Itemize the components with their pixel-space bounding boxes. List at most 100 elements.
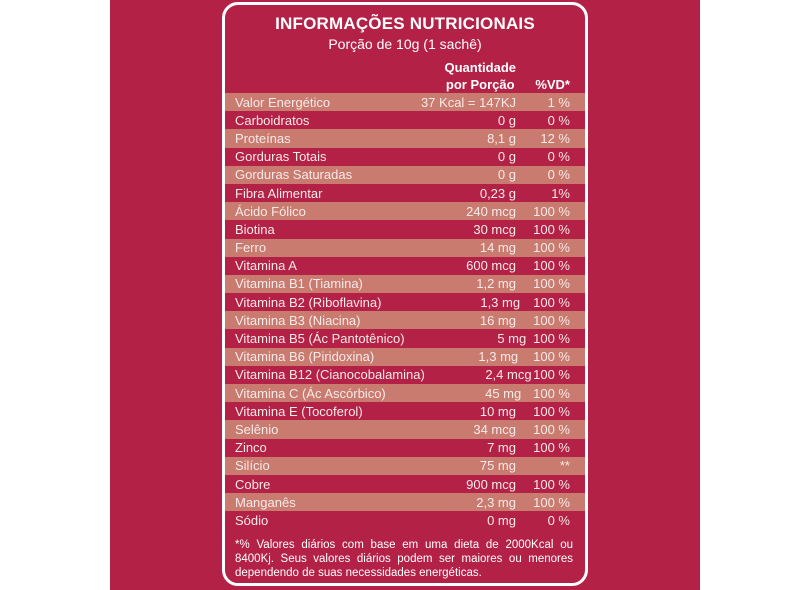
nutrient-daily-value: 100 %: [533, 331, 570, 347]
nutrient-daily-value: 100 %: [533, 440, 570, 456]
table-row: Vitamina B2 (Riboflavina) 1,3 mg 100 %: [225, 293, 585, 311]
nutrient-daily-value: 0 %: [547, 512, 570, 528]
nutrient-daily-value: 100 %: [533, 312, 570, 328]
nutrient-daily-value: 100 %: [533, 403, 570, 419]
nutrient-quantity: 45 mg: [485, 385, 522, 401]
panel-title: INFORMAÇÕES NUTRICIONAIS: [275, 14, 535, 33]
table-row: Cobre 900 mcg 100 %: [225, 475, 585, 493]
table-row: Vitamina A 600 mcg 100 %: [225, 257, 585, 275]
nutrient-daily-value: 100 %: [533, 221, 570, 237]
nutrient-quantity: 14 mg: [479, 240, 516, 256]
nutrient-quantity: 5 mg: [497, 331, 527, 347]
nutrient-quantity: 1,2 mg: [476, 276, 516, 292]
nutrient-name: Cobre: [235, 476, 271, 492]
nutrient-name: Silício: [235, 458, 270, 474]
nutrition-table: Valor Energético 37 Kcal = 147KJ 1 % Carboi…: [225, 93, 585, 530]
nutrient-name: Vitamina C (Ác Ascórbico): [235, 385, 386, 401]
nutrient-quantity: 2,4 mcg: [485, 367, 532, 383]
nutrient-quantity: 7 mg: [487, 440, 516, 456]
nutrient-name: Vitamina B3 (Niacina): [235, 312, 361, 328]
nutrient-name: Vitamina B6 (Piridoxina): [235, 349, 375, 365]
table-row: Ferro 14 mg 100 %: [225, 238, 585, 257]
nutrient-daily-value: 0 %: [547, 167, 570, 183]
dv-column-header: %VD*: [535, 77, 570, 92]
table-row: Proteínas 8,1 g 12 %: [225, 129, 585, 148]
nutrient-quantity: 2,3 mg: [476, 494, 516, 510]
table-row: Carboidratos 0 g 0 %: [225, 111, 585, 129]
nutrient-daily-value: 100 %: [533, 203, 570, 219]
nutrient-name: Carboidratos: [235, 112, 310, 128]
nutrient-daily-value: 100 %: [533, 240, 570, 256]
nutrient-quantity: 34 mcg: [473, 421, 516, 437]
table-row: Biotina 30 mcg 100 %: [225, 220, 585, 238]
nutrient-name: Biotina: [235, 221, 275, 237]
nutrient-daily-value: 100 %: [533, 258, 570, 274]
table-row: Manganês 2,3 mg 100 %: [225, 493, 585, 512]
table-row: Fibra Alimentar 0,23 g 1%: [225, 184, 585, 202]
nutrient-quantity: 0 g: [497, 167, 516, 183]
nutrient-name: Vitamina A: [235, 258, 297, 274]
table-row: Selênio 34 mcg 100 %: [225, 420, 585, 439]
quantity-column-header-line1: Quantidade: [444, 60, 516, 75]
table-row: Sódio 0 mg 0 %: [225, 511, 585, 529]
nutrient-name: Vitamina B5 (Ác Pantotênico): [235, 331, 405, 347]
nutrient-daily-value: 100 %: [533, 494, 570, 510]
nutrient-daily-value: 100 %: [533, 367, 570, 383]
nutrient-quantity: 75 mg: [479, 458, 516, 474]
nutrient-name: Vitamina B12 (Cianocobalamina): [235, 367, 425, 383]
daily-values-footnote: *% Valores diários com base em uma dieta…: [235, 538, 573, 579]
nutrient-name: Vitamina E (Tocoferol): [235, 403, 363, 419]
nutrient-quantity: 240 mcg: [466, 203, 516, 219]
table-row: Zinco 7 mg 100 %: [225, 439, 585, 457]
nutrient-daily-value: 12 %: [540, 130, 570, 146]
table-row: Gorduras Totais 0 g 0 %: [225, 148, 585, 166]
nutrient-daily-value: 0 %: [547, 112, 570, 128]
table-row: Vitamina E (Tocoferol) 10 mg 100 %: [225, 402, 585, 420]
nutrient-quantity: 600 mcg: [466, 258, 516, 274]
nutrient-quantity: 0 g: [497, 149, 516, 165]
nutrient-quantity: 16 mg: [479, 312, 516, 328]
column-headers: Quantidade por Porção %VD*: [225, 59, 585, 93]
nutrient-quantity: 1,3 mg: [480, 294, 521, 310]
nutrient-name: Vitamina B2 (Riboflavina): [235, 294, 382, 310]
nutrient-quantity: 0,23 g: [479, 185, 516, 201]
quantity-column-header-line2: por Porção: [445, 77, 515, 92]
nutrient-daily-value: 100 %: [533, 294, 570, 310]
nutrient-quantity: 37 Kcal = 147KJ: [420, 94, 516, 110]
table-row: Vitamina B6 (Piridoxina) 1,3 mg 100 %: [225, 347, 585, 366]
nutrient-daily-value: 1 %: [547, 94, 570, 110]
nutrient-name: Ferro: [235, 240, 267, 256]
nutrient-daily-value: 1%: [551, 185, 570, 201]
nutrient-name: Vitamina B1 (Tiamina): [235, 276, 363, 292]
nutrient-quantity: 0 g: [497, 112, 516, 128]
nutrient-daily-value: 100 %: [533, 476, 570, 492]
nutrient-daily-value: **: [559, 458, 570, 474]
nutrient-quantity: 8,1 g: [487, 130, 516, 146]
nutrient-daily-value: 100 %: [533, 385, 570, 401]
quantity-column-header: Quantidade por Porção: [444, 59, 516, 93]
table-row: Vitamina B1 (Tiamina) 1,2 mg 100 %: [225, 274, 585, 294]
nutrient-name: Sódio: [235, 512, 269, 528]
nutrient-daily-value: 0 %: [547, 149, 570, 165]
label-red-background: INFORMAÇÕES NUTRICIONAIS Porção de 10g (…: [110, 0, 700, 590]
nutrient-daily-value: 100 %: [533, 349, 570, 365]
table-row: Vitamina C (Ác Ascórbico) 45 mg 100 %: [225, 384, 585, 403]
nutrient-name: Zinco: [235, 440, 267, 456]
table-row: Valor Energético 37 Kcal = 147KJ 1 %: [225, 93, 585, 112]
nutrient-quantity: 1,3 mg: [478, 349, 519, 365]
nutrient-name: Ácido Fólico: [235, 203, 306, 219]
nutrient-name: Gorduras Saturadas: [235, 167, 353, 183]
nutrient-quantity: 0 mg: [487, 512, 516, 528]
nutrient-daily-value: 100 %: [533, 276, 570, 292]
nutrient-quantity: 30 mcg: [473, 221, 516, 237]
nutrient-quantity: 10 mg: [479, 403, 516, 419]
nutrient-daily-value: 100 %: [533, 421, 570, 437]
nutrient-quantity: 900 mcg: [466, 476, 516, 492]
table-row: Vitamina B12 (Cianocobalamina) 2,4 mcg 100…: [225, 366, 585, 384]
nutrient-name: Gorduras Totais: [235, 149, 327, 165]
nutrient-name: Manganês: [235, 494, 296, 510]
table-row: Gorduras Saturadas 0 g 0 %: [225, 165, 585, 184]
nutrient-name: Valor Energético: [235, 94, 331, 110]
nutrient-name: Selênio: [235, 421, 279, 437]
